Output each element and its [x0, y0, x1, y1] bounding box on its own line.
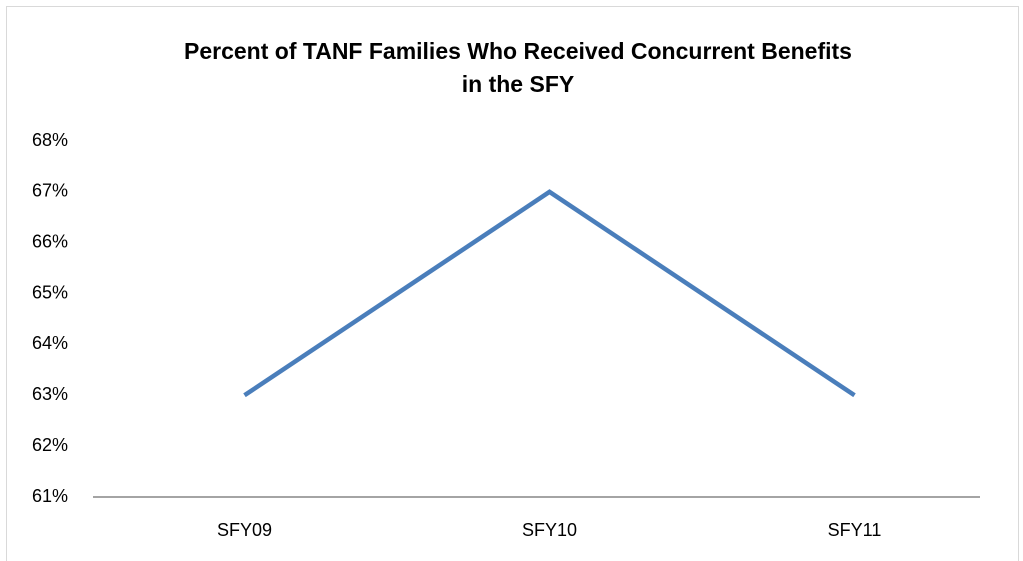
chart-title: Percent of TANF Families Who Received Co…	[184, 38, 852, 64]
y-tick-label: 67%	[32, 181, 68, 201]
y-tick-label: 66%	[32, 231, 68, 251]
y-tick-label: 62%	[32, 435, 68, 455]
y-tick-label: 64%	[32, 333, 68, 353]
chart-border	[6, 6, 1019, 561]
y-tick-label: 63%	[32, 384, 68, 404]
x-tick-label: SFY11	[828, 520, 882, 540]
chart-title: in the SFY	[462, 71, 574, 97]
x-tick-label: SFY09	[217, 520, 272, 540]
y-tick-label: 68%	[32, 130, 68, 150]
y-tick-label: 65%	[32, 282, 68, 302]
x-tick-label: SFY10	[522, 520, 577, 540]
data-line	[243, 189, 856, 398]
y-tick-label: 61%	[32, 486, 68, 506]
